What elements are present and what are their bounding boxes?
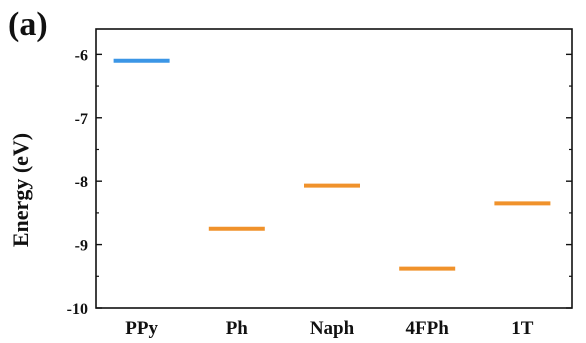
x-tick-label: PPy xyxy=(125,318,158,339)
x-tick-label: Ph xyxy=(226,318,249,339)
y-tick-label: -7 xyxy=(75,111,88,128)
y-tick-labels-group: -6 -7 -8 -9 -10 xyxy=(67,47,88,318)
x-tick-label: 1T xyxy=(511,318,534,339)
y-tick-label: -9 xyxy=(75,238,88,255)
y-tick-label: -6 xyxy=(75,47,88,64)
x-tick-label: Naph xyxy=(310,318,355,339)
y-tick-label: -8 xyxy=(75,174,88,191)
energy-levels-group xyxy=(113,58,551,271)
axes-group xyxy=(95,28,573,309)
panel-label: (a) xyxy=(8,6,48,43)
x-tick-label: 4FPh xyxy=(406,318,450,339)
plot-frame xyxy=(95,28,573,309)
x-tick-labels-group: PPy Ph Naph 4FPh 1T xyxy=(125,318,534,339)
y-tick-label: -10 xyxy=(67,301,88,318)
y-ticks-group xyxy=(96,53,572,309)
